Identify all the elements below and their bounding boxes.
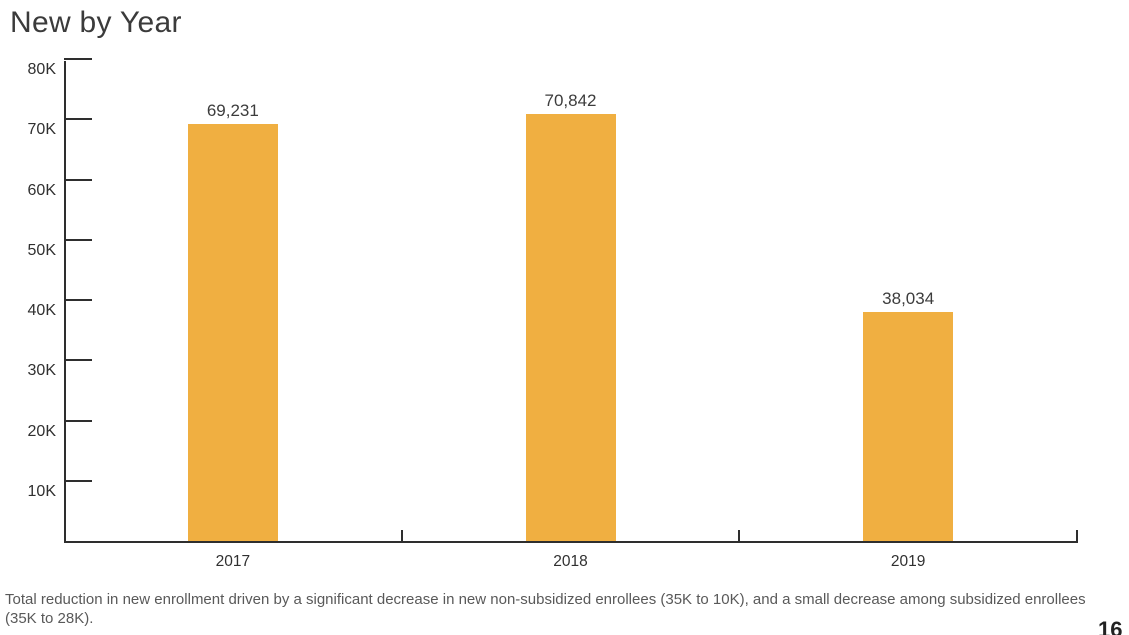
- y-tick-label: 50K: [27, 241, 56, 259]
- chart-title: New by Year: [10, 6, 182, 39]
- x-tick-line: [400, 530, 403, 543]
- y-tick-line: [64, 178, 92, 181]
- bar-value-label: 70,842: [544, 91, 597, 111]
- y-tick-line: [64, 479, 92, 482]
- x-tick-line: [738, 530, 741, 543]
- y-tick-label: 20K: [27, 422, 56, 440]
- x-category-label: 2017: [215, 553, 251, 570]
- bar-chart: 80K 70K 60K 50K 40K 30K 20K 10K 69,231 2017 70,84…: [27, 58, 1078, 570]
- bar-2018: [525, 114, 616, 541]
- y-tick-line: [64, 58, 92, 60]
- x-axis-line: [64, 541, 1077, 543]
- y-tick-line: [64, 359, 92, 362]
- bar-value-label: 38,034: [882, 288, 935, 308]
- y-tick-label: 30K: [27, 362, 56, 380]
- y-tick-line: [64, 299, 92, 301]
- y-axis-line: [64, 61, 66, 543]
- x-category-label: 2019: [890, 553, 926, 570]
- page-number: 16: [1098, 617, 1123, 635]
- y-tick-label: 80K: [27, 61, 56, 78]
- x-tick-line: [1076, 530, 1078, 543]
- y-tick-line: [64, 238, 92, 241]
- y-tick-label: 70K: [27, 121, 56, 139]
- y-tick-label: 10K: [27, 482, 56, 500]
- bar-value-label: 69,231: [206, 100, 259, 120]
- bar-2019: [863, 311, 954, 541]
- y-tick-label: 40K: [27, 302, 56, 319]
- y-tick-line: [64, 419, 92, 422]
- footnote: Total reduction in new enrollment driven…: [5, 591, 1086, 627]
- y-tick-label: 60K: [27, 181, 56, 199]
- bar-2017: [187, 123, 278, 541]
- x-category-label: 2018: [553, 553, 588, 570]
- y-tick-line: [64, 118, 92, 121]
